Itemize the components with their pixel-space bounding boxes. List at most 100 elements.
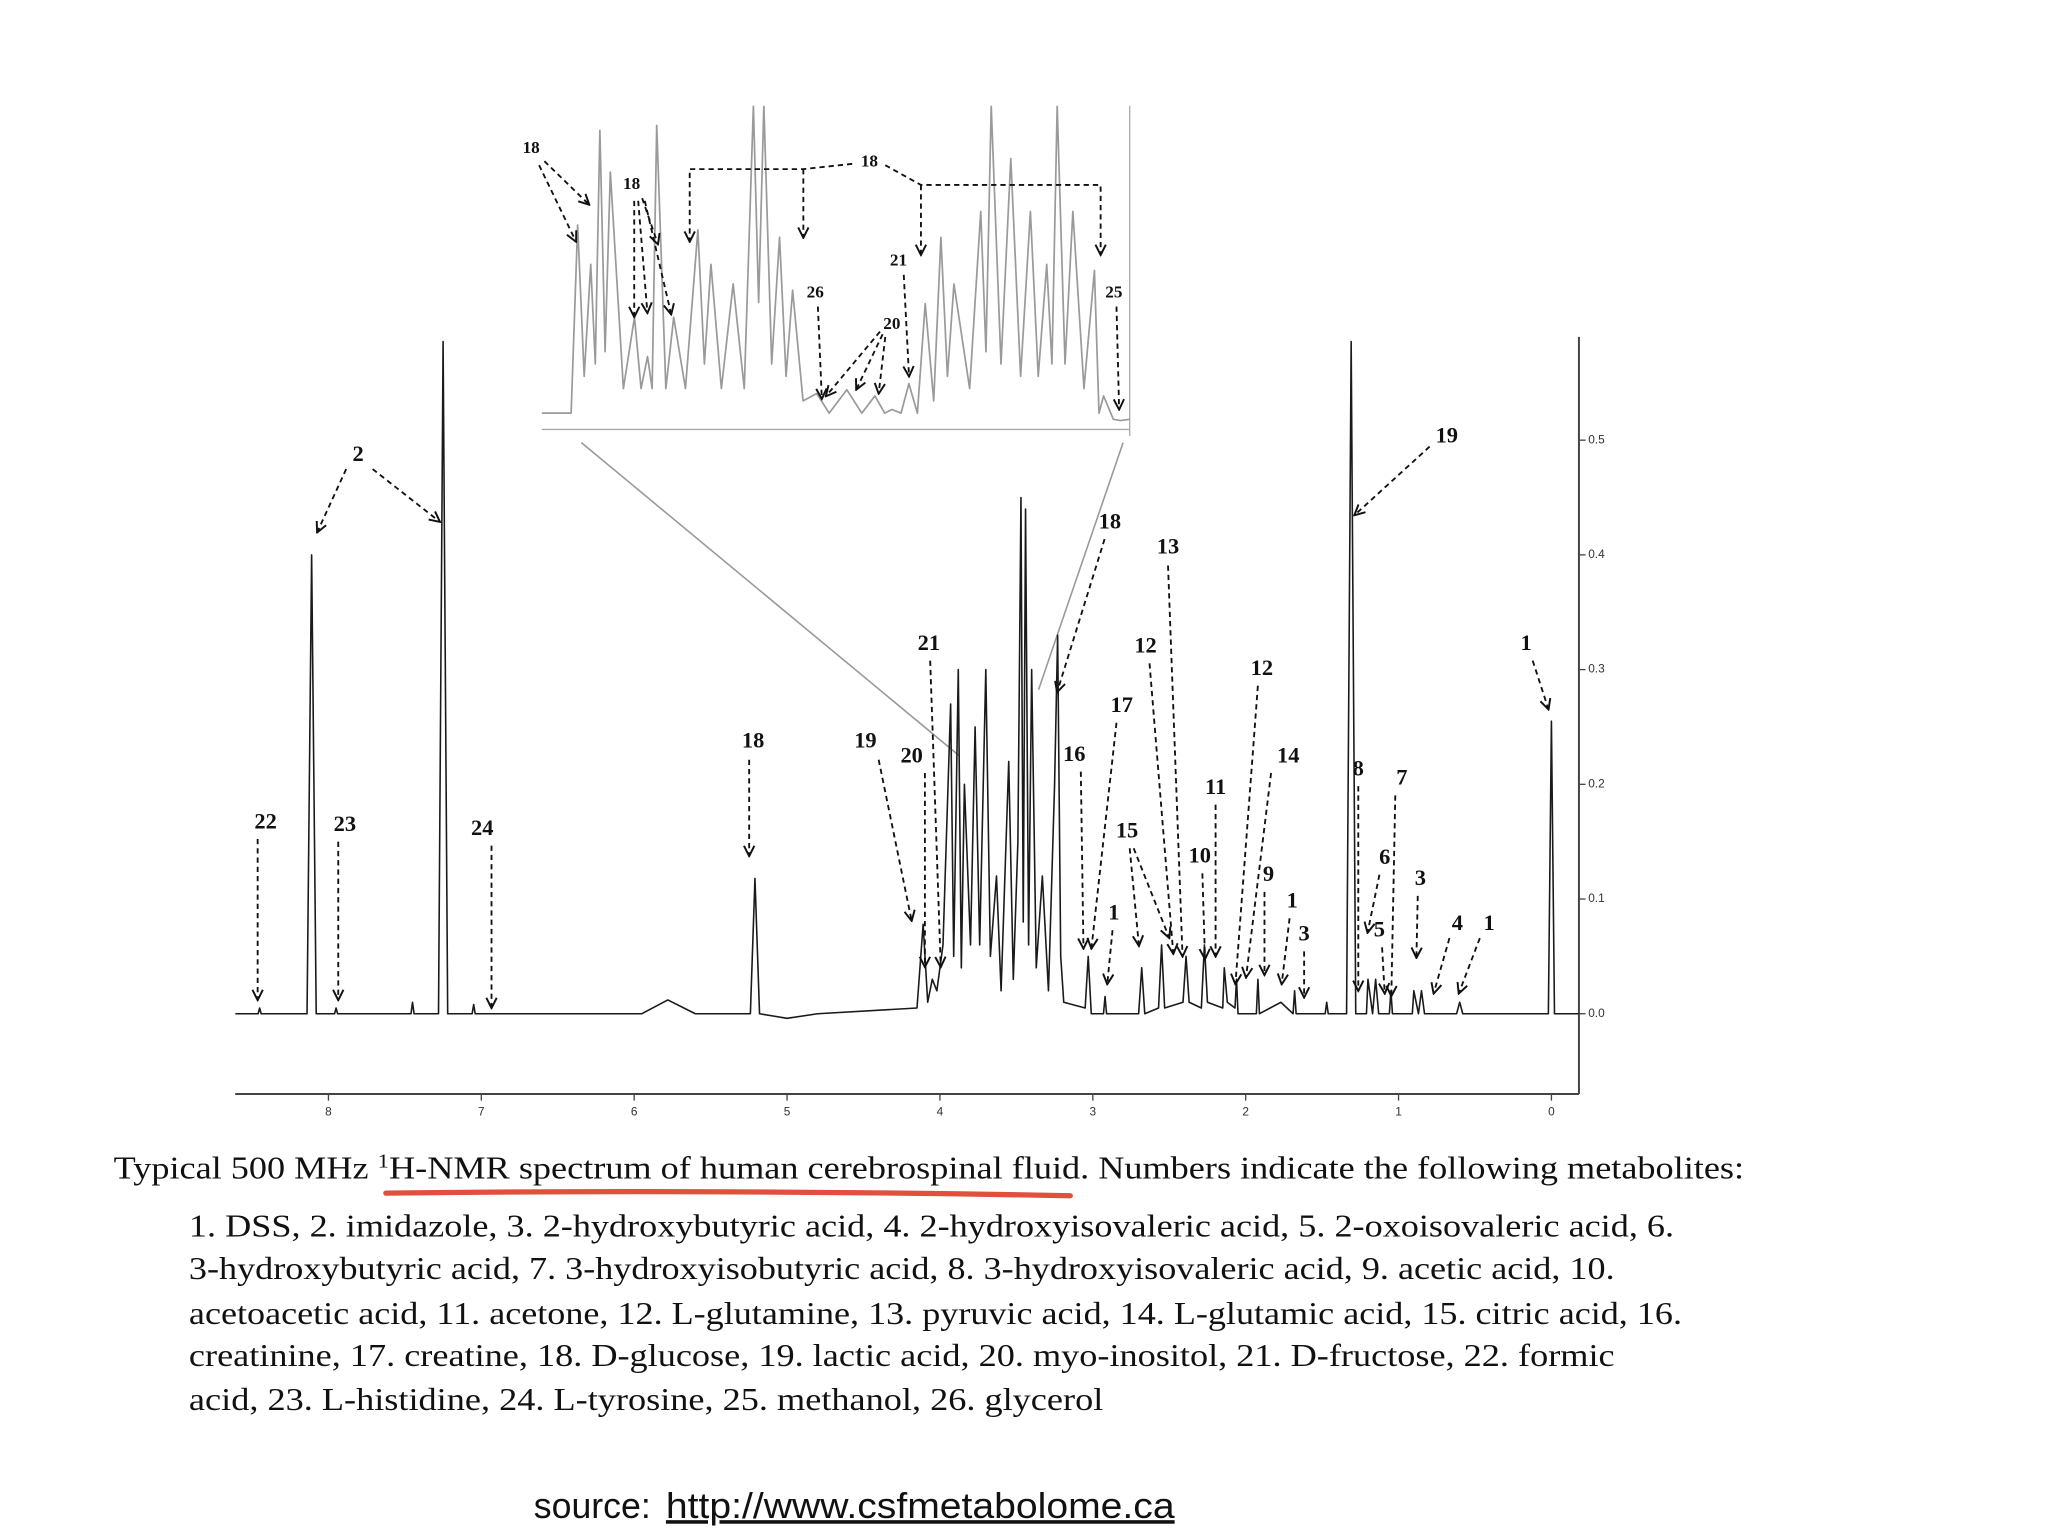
annotation-arrow [1368, 874, 1381, 933]
annotation-label: 23 [334, 811, 356, 836]
annotation-arrow [1282, 918, 1291, 984]
x-tick-label: 0 [1548, 1105, 1555, 1119]
annotation-label: 19 [1436, 423, 1458, 448]
annotation-label: 8 [1353, 755, 1364, 780]
annotation-label: 20 [900, 742, 922, 767]
x-tick-label: 6 [631, 1105, 638, 1119]
annotation-label: 26 [807, 282, 825, 301]
annotation-label: 12 [1251, 655, 1273, 680]
annotation-arrow [1081, 771, 1084, 949]
annotation-arrow [904, 274, 909, 377]
annotation-arrow [1416, 895, 1417, 958]
annotation-arrow [879, 336, 887, 394]
annotation-arrow [1246, 772, 1272, 978]
caption-text: Typical 500 MHz [114, 1151, 378, 1186]
annotation-arrow [1235, 685, 1259, 985]
annotation-arrow [1531, 660, 1549, 710]
annotation-label: 22 [254, 808, 276, 833]
annotation-label: 18 [742, 728, 764, 753]
annotation-arrow [1091, 722, 1118, 949]
annotation-label: 6 [1379, 844, 1390, 869]
annotation-arrow [818, 306, 822, 399]
annotation-arrow [1434, 937, 1451, 993]
annotation-arrow [877, 759, 912, 921]
annotation-arrow [538, 164, 576, 242]
annotation-arrow [929, 660, 941, 968]
annotation-label: 11 [1205, 774, 1226, 799]
annotation-label: 3 [1415, 865, 1426, 890]
annotation-label: 15 [1116, 818, 1138, 843]
annotation-label: 21 [918, 630, 940, 655]
annotation-label: 20 [883, 314, 900, 333]
legend-line: 1. DSS, 2. imidazole, 3. 2-hydroxybutyri… [189, 1209, 1674, 1244]
annotation-label: 10 [1189, 843, 1211, 868]
annotation-label: 16 [1063, 741, 1085, 766]
annotation-label: 21 [890, 251, 907, 270]
annotation-label: 1 [1520, 630, 1531, 655]
annotation-arrow [1382, 947, 1385, 993]
annotation-arrow [1128, 848, 1139, 946]
annotation-arrow [641, 197, 658, 244]
annotation-label: 14 [1277, 742, 1299, 767]
annotation-arrow [884, 164, 1100, 255]
annotation-label: 2 [352, 441, 363, 466]
annotation-label: 3 [1298, 921, 1309, 946]
annotation-label: 12 [1134, 633, 1156, 658]
x-tick-label: 2 [1242, 1105, 1249, 1119]
annotation-arrow [637, 200, 647, 313]
annotation-label: 1 [1483, 910, 1494, 935]
caption-title: Typical 500 MHz 1H-NMR spectrum of human… [114, 1151, 1744, 1186]
annotation-arrow [317, 468, 348, 532]
annotation-arrow [826, 331, 881, 397]
spectrum-line [541, 105, 1130, 422]
legend-line: acid, 23. L-histidine, 24. L-tyrosine, 2… [189, 1382, 1104, 1417]
annotation-label: 13 [1157, 533, 1179, 558]
source-label: source: [534, 1486, 651, 1526]
annotation-label: 24 [471, 815, 493, 840]
legend-line: creatinine, 17. creatine, 18. D-glucose,… [189, 1338, 1615, 1373]
annotation-label: 25 [1105, 282, 1122, 301]
x-tick-label: 3 [1090, 1105, 1097, 1119]
annotation-label: 1 [1108, 899, 1119, 924]
zoom-line [1037, 442, 1124, 690]
annotation-label: 18 [523, 138, 541, 157]
annotation-arrow [643, 200, 671, 315]
y-tick-label: 0.0 [1588, 1006, 1605, 1020]
annotation-arrow [1116, 306, 1119, 410]
annotation-arrow [372, 468, 440, 522]
zoom-line [580, 442, 960, 757]
annotation-label: 17 [1111, 692, 1133, 717]
x-tick-label: 5 [784, 1105, 791, 1119]
source-link[interactable]: http://www.csfmetabolome.ca [666, 1486, 1175, 1526]
x-tick-label: 4 [937, 1105, 944, 1119]
x-tick-label: 1 [1395, 1105, 1402, 1119]
caption-text: H-NMR spectrum of human cerebrospinal fl… [389, 1151, 1744, 1186]
annotation-arrow [1107, 930, 1112, 984]
annotation-arrow [1132, 847, 1170, 938]
annotation-label: 9 [1263, 861, 1274, 886]
annotation-label: 18 [861, 151, 879, 170]
y-tick-label: 0.4 [1588, 547, 1605, 561]
annotation-arrow [1057, 538, 1106, 692]
annotation-arrow [543, 160, 589, 205]
annotation-label: 1 [1287, 888, 1298, 913]
annotation-label: 18 [1099, 508, 1121, 533]
caption-superscript: 1 [378, 1151, 389, 1173]
x-tick-label: 8 [325, 1105, 332, 1119]
annotation-arrow [1148, 663, 1174, 954]
highlight-underline [383, 1188, 1073, 1199]
legend-line: 3-hydroxybutyric acid, 7. 3-hydroxyisobu… [189, 1251, 1615, 1286]
annotation-arrow [1202, 873, 1205, 959]
spectrum-line [235, 340, 1579, 1020]
x-tick-label: 7 [478, 1105, 485, 1119]
annotation-arrow [1459, 937, 1481, 993]
annotation-label: 4 [1452, 910, 1463, 935]
annotation-label: 18 [623, 174, 641, 193]
annotation-label: 7 [1396, 765, 1407, 790]
annotation-arrow [690, 162, 853, 242]
y-tick-label: 0.3 [1588, 662, 1605, 676]
y-tick-label: 0.2 [1588, 776, 1605, 790]
annotation-label: 19 [854, 728, 876, 753]
